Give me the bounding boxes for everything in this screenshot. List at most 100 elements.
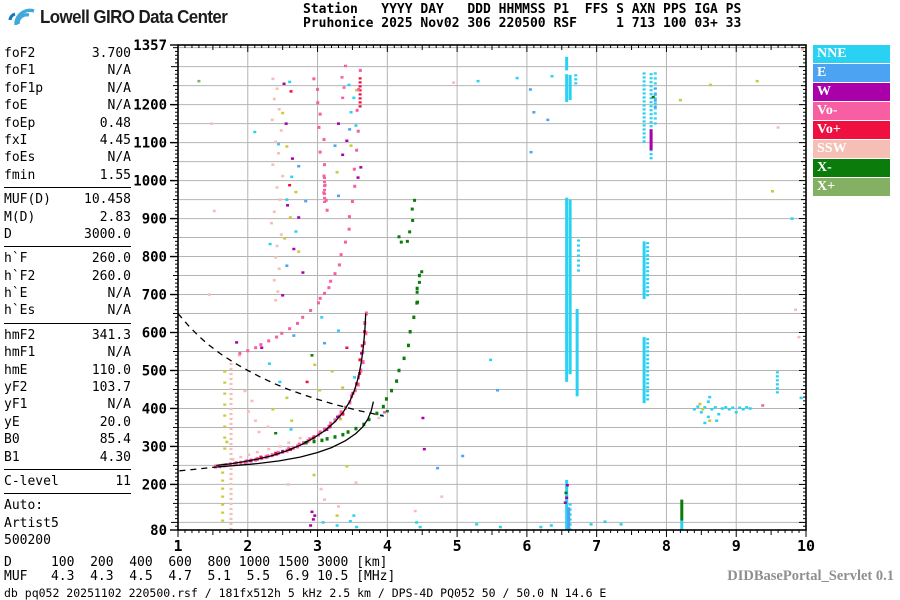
svg-text:80: 80	[150, 523, 167, 539]
param-label: h`E	[4, 286, 28, 302]
param-label: foF1p	[4, 80, 44, 96]
param-label: C-level	[4, 473, 59, 489]
param-value: 3.700	[91, 46, 131, 61]
param-section: C-level 11	[4, 468, 131, 491]
measurement-info-line: db pq052 20251102 220500.rsf / 181fx512h…	[4, 586, 606, 600]
param-value: 4.45	[99, 132, 131, 148]
param-label: h`F	[4, 251, 28, 267]
param-value: 110.0	[91, 362, 131, 378]
station-header-line1: Station YYYY DAY DDD HHMMSS P1 FFS S AXN…	[303, 2, 742, 17]
param-value: 260.0	[91, 268, 131, 284]
param-value: N/A	[107, 303, 131, 319]
svg-text:1000: 1000	[133, 174, 167, 190]
param-label: B0	[4, 432, 20, 448]
param-value: 103.7	[91, 380, 131, 396]
param-row-hf: h`F 260.0	[4, 250, 131, 267]
param-value: N/A	[107, 397, 131, 413]
svg-text:900: 900	[142, 212, 167, 228]
param-row-hes: h`Es N/A	[4, 302, 131, 319]
param-row-fof2: foF2 3.700	[4, 45, 131, 62]
svg-text:500: 500	[142, 363, 167, 379]
legend-item-nne: NNE	[813, 45, 890, 63]
svg-text:6: 6	[522, 537, 531, 555]
legend-item-vo: Vo-	[813, 102, 890, 120]
param-section: foF2 3.700 foF1 N/A foF1p N/A foE N/A foEp 0.48 fx…	[4, 44, 131, 185]
param-row-foes: foEs N/A	[4, 149, 131, 166]
param-value: 4.30	[99, 449, 131, 465]
param-label: yE	[4, 414, 20, 430]
param-value: 20.0	[99, 414, 131, 430]
param-label: hmF2	[4, 327, 36, 343]
param-row-md: M(D) 2.83	[4, 209, 131, 226]
muf-row-text: MUF 4.3 4.3 4.5 4.7 5.1 5.5 6.9 10.5 [MH…	[4, 569, 396, 584]
param-value: 1.55	[99, 167, 131, 183]
param-label: hmF1	[4, 345, 36, 361]
param-label: fmin	[4, 167, 36, 183]
param-value: 3000.0	[84, 226, 131, 242]
svg-text:9: 9	[732, 537, 741, 555]
param-value: N/A	[107, 286, 131, 302]
legend-item-w: W	[813, 83, 890, 101]
param-label: MUF(D)	[4, 192, 51, 208]
param-row-d: D 3000.0	[4, 226, 131, 243]
param-row-hmf1: hmF1 N/A	[4, 344, 131, 361]
svg-text:700: 700	[142, 288, 167, 304]
param-row-hmf2: hmF2 341.3	[4, 327, 131, 344]
legend-item-x: X-	[813, 159, 890, 177]
param-section: h`F 260.0 h`F2 260.0 h`E N/A h`Es N/A	[4, 246, 131, 321]
muf-distance-table-row-d: D 100 200 400 600 800 1000 1500 3000 [km…	[4, 556, 388, 570]
param-label: foE	[4, 98, 28, 114]
param-label: 500200	[4, 533, 51, 549]
param-label: h`Es	[4, 303, 36, 319]
legend-item-ssw: SSW	[813, 140, 890, 158]
parameter-panel: foF2 3.700 foF1 N/A foF1p N/A foE N/A foEp 0.48 fx…	[4, 44, 131, 551]
legend-item-e: E	[813, 64, 890, 82]
param-label: D	[4, 226, 12, 242]
svg-text:4: 4	[383, 537, 392, 555]
param-section: hmF2 341.3 hmF1 N/A hmE 110.0 yF2 103.7 yF1 N/A yE…	[4, 322, 131, 467]
servlet-version-label: DIDBasePortal_Servlet 0.1	[727, 568, 894, 584]
svg-text:600: 600	[142, 326, 167, 342]
param-label: foF1	[4, 63, 36, 79]
svg-text:200: 200	[142, 477, 167, 493]
param-row-auto: Auto:	[4, 497, 131, 514]
param-label: Auto:	[4, 498, 44, 514]
param-row-yf1: yF1 N/A	[4, 396, 131, 413]
param-row-foe: foE N/A	[4, 97, 131, 114]
svg-text:7: 7	[592, 537, 601, 555]
info-line-text: db pq052 20251102 220500.rsf / 181fx512h…	[4, 586, 607, 600]
param-row-mufd: MUF(D) 10.458	[4, 191, 131, 208]
param-label: Artist5	[4, 515, 59, 531]
param-row-500200: 500200	[4, 532, 131, 549]
param-label: hmE	[4, 362, 28, 378]
svg-text:1357: 1357	[133, 38, 167, 54]
param-label: yF1	[4, 397, 28, 413]
param-label: yF2	[4, 380, 28, 396]
svg-text:300: 300	[142, 439, 167, 455]
param-section: Auto: Artist5 500200	[4, 493, 131, 550]
param-label: foEs	[4, 150, 36, 166]
param-value: N/A	[107, 345, 131, 361]
param-value: 0.48	[99, 115, 131, 131]
param-label: B1	[4, 449, 20, 465]
param-row-fof1: foF1 N/A	[4, 62, 131, 79]
svg-text:2: 2	[243, 537, 252, 555]
param-row-clevel: C-level 11	[4, 473, 131, 490]
svg-text:1: 1	[173, 537, 182, 555]
param-label: foF2	[4, 46, 36, 61]
param-value: 341.3	[91, 327, 131, 343]
muf-distance-table-row-muf: MUF 4.3 4.3 4.5 4.7 5.1 5.5 6.9 10.5 [MH…	[4, 570, 395, 584]
svg-text:400: 400	[142, 401, 167, 417]
svg-text:8: 8	[662, 537, 671, 555]
station-header-line2: Pruhonice 2025 Nov02 306 220500 RSF 1 71…	[303, 16, 742, 31]
param-value: 85.4	[99, 432, 131, 448]
param-row-hme: hmE 110.0	[4, 362, 131, 379]
param-value: 11	[115, 473, 131, 489]
param-value: N/A	[107, 98, 131, 114]
svg-text:3: 3	[313, 537, 322, 555]
param-row-fmin: fmin 1.55	[4, 167, 131, 184]
svg-text:5: 5	[453, 537, 462, 555]
param-label: M(D)	[4, 209, 36, 225]
